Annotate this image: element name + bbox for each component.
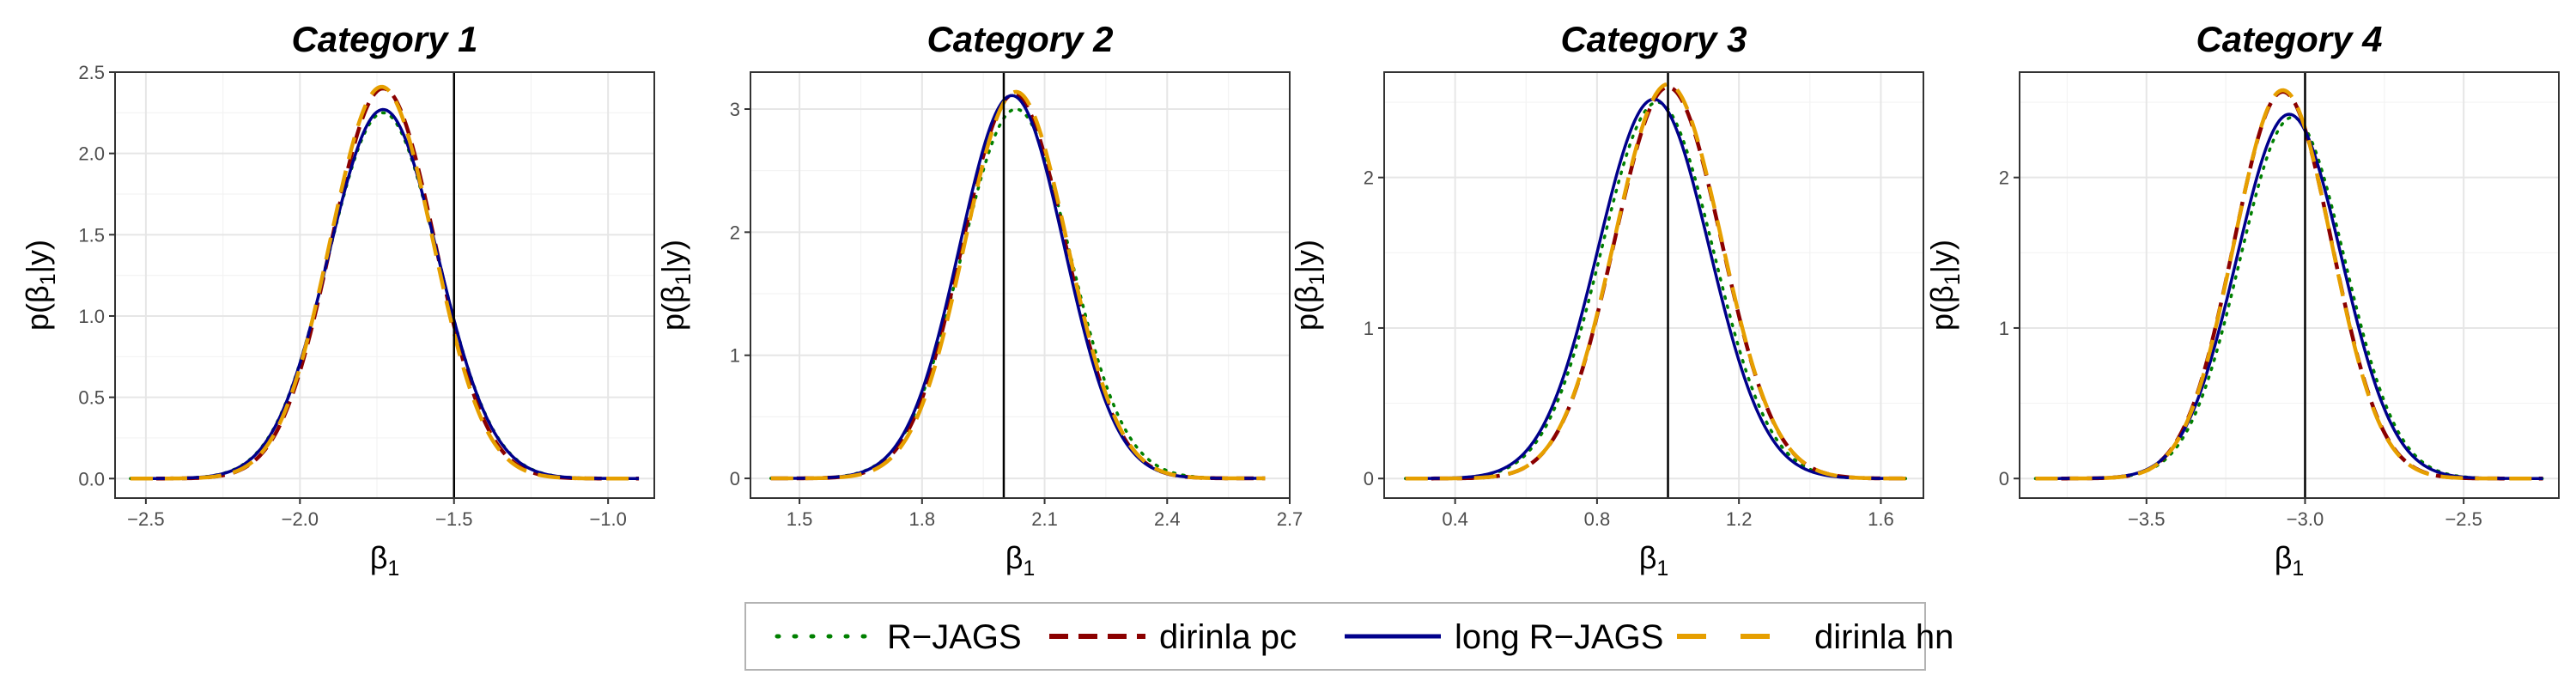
panel-3: 0.4 0.8 1.2 1.6 0 1 2 Category 3 β1 p(β1|y): [1289, 19, 1924, 581]
panel-border: [114, 71, 655, 499]
y-tick-label: 0.5: [78, 387, 105, 409]
legend-item: dirinla hn: [1677, 618, 1953, 656]
series-line-dirinla-hn: [2035, 88, 2543, 481]
panel-1: −2.5 −2.0 −1.5 −1.0 0.0 0.5 1.0 1.5 2.0 2.5 Catego…: [20, 19, 655, 581]
x-tick-label: −2.5: [2445, 508, 2482, 530]
x-axis-label: β1: [1639, 540, 1669, 581]
y-tick-label: 2: [1999, 167, 2009, 189]
x-tick-label: −2.5: [127, 508, 164, 530]
panel-border: [1383, 71, 1924, 499]
x-tick-label: 1.8: [909, 508, 936, 530]
y-tick-label: 1: [1364, 318, 1374, 339]
panel-title: Category 2: [927, 19, 1113, 59]
y-tick-label: 0: [1999, 468, 2009, 489]
y-axis-label: p(β1|y): [1924, 240, 1965, 331]
x-tick-label: −3.5: [2128, 508, 2165, 530]
y-tick-label: 1.5: [78, 224, 105, 246]
grid: [1384, 72, 1923, 498]
y-tick-label: 2.0: [78, 143, 105, 165]
plot-background: [1384, 72, 1923, 498]
x-axis-label: β1: [2275, 540, 2305, 581]
legend-label: R−JAGS: [887, 618, 1022, 656]
x-tick-label: −3.0: [2287, 508, 2324, 530]
y-tick-label: 2: [730, 222, 740, 243]
legend-box: [744, 602, 1926, 671]
x-tick-label: 2.4: [1154, 508, 1181, 530]
legend-label: dirinla hn: [1814, 618, 1953, 656]
legend: R−JAGS dirinla pc long R−JAGS dirinla hn: [744, 602, 1953, 671]
y-tick-label: 1: [1999, 318, 2009, 339]
panel-4: −3.5 −3.0 −2.5 0 1 2 Category 4 β1 p(β1|y): [1924, 19, 2560, 581]
series-line-long-r-jags: [1405, 97, 1906, 480]
legend-item: R−JAGS: [775, 618, 1022, 656]
x-tick-label: −1.5: [435, 508, 472, 530]
legend-item: long R−JAGS: [1345, 618, 1663, 656]
curves: [769, 89, 1267, 481]
x-tick-label: −2.0: [282, 508, 319, 530]
curves: [129, 84, 641, 481]
y-tick-label: 0.0: [78, 468, 105, 489]
y-tick-label: 2: [1364, 167, 1374, 189]
x-axis-label: β1: [370, 540, 400, 581]
x-tick-label: 1.6: [1868, 508, 1894, 530]
panel-2: 1.5 1.8 2.1 2.4 2.7 0 1 2 3 Category 2 β1 p(β1|y): [655, 19, 1303, 581]
legend-label: long R−JAGS: [1455, 618, 1663, 656]
panel-border: [2019, 71, 2560, 499]
series-line-dirinla-hn: [1405, 82, 1906, 481]
panel-title: Category 3: [1560, 19, 1747, 59]
y-axis-label: p(β1|y): [1289, 240, 1329, 331]
curves: [1404, 82, 1908, 481]
plot-background: [2020, 72, 2559, 498]
legend-item: dirinla pc: [1049, 618, 1297, 656]
plot-background: [115, 72, 654, 498]
curves: [2033, 88, 2545, 481]
y-tick-label: 1: [730, 345, 740, 367]
panel-border: [750, 71, 1291, 499]
x-tick-label: 1.2: [1726, 508, 1753, 530]
x-tick-label: 0.8: [1584, 508, 1611, 530]
y-axis-label: p(β1|y): [655, 240, 696, 331]
x-tick-label: −1.0: [589, 508, 626, 530]
y-tick-label: 2.5: [78, 62, 105, 83]
y-tick-label: 1.0: [78, 306, 105, 327]
plot-background: [750, 72, 1290, 498]
x-tick-label: 0.4: [1442, 508, 1468, 530]
y-tick-label: 0: [730, 468, 740, 489]
x-axis-label: β1: [1005, 540, 1036, 581]
x-tick-label: 1.5: [787, 508, 813, 530]
legend-label: dirinla pc: [1159, 618, 1297, 656]
series-line-dirinla-hn: [130, 84, 640, 481]
panel-title: Category 1: [291, 19, 477, 59]
panel-title: Category 4: [2196, 19, 2382, 59]
x-tick-label: 2.7: [1277, 508, 1303, 530]
series-line-dirinla-hn: [770, 89, 1266, 481]
y-tick-label: 0: [1364, 468, 1374, 489]
y-axis-label: p(β1|y): [20, 240, 60, 331]
y-tick-label: 3: [730, 99, 740, 120]
x-tick-label: 2.1: [1031, 508, 1058, 530]
